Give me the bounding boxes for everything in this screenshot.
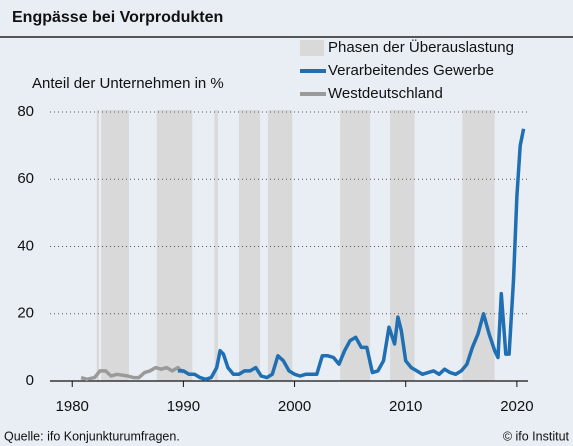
- legend-swatch: [300, 40, 324, 56]
- x-tick-label: 1990: [167, 398, 200, 415]
- legend-label: Westdeutschland: [328, 85, 443, 102]
- y-tick-label: 80: [17, 103, 34, 120]
- y-tick-label: 40: [17, 237, 34, 254]
- source: Quelle: ifo Konjunkturumfragen.: [4, 429, 180, 443]
- legend-label: Phasen der Überauslastung: [328, 38, 514, 56]
- phase-band: [238, 110, 261, 381]
- y-tick-label: 20: [17, 305, 34, 322]
- phase-band: [101, 110, 129, 381]
- copyright: © ifo Institut: [503, 429, 570, 443]
- chart-title: Engpässe bei Vorprodukten: [12, 9, 223, 26]
- phase-band: [340, 110, 371, 381]
- x-tick-label: 2000: [278, 398, 311, 415]
- phase-band: [156, 110, 193, 381]
- series-line: [177, 128, 526, 382]
- x-tick-label: 1980: [56, 398, 89, 415]
- x-tick-label: 2010: [389, 398, 422, 415]
- x-tick-label: 2020: [500, 398, 533, 415]
- series-line: [80, 365, 185, 382]
- phase-band: [214, 110, 218, 381]
- y-tick-label: 0: [26, 372, 34, 389]
- legend-label: Verarbeitendes Gewerbe: [328, 62, 494, 79]
- phase-band: [96, 110, 99, 381]
- y-tick-label: 60: [17, 170, 34, 187]
- y-axis-label: Anteil der Unternehmen in %: [32, 75, 224, 92]
- phase-band: [267, 110, 293, 381]
